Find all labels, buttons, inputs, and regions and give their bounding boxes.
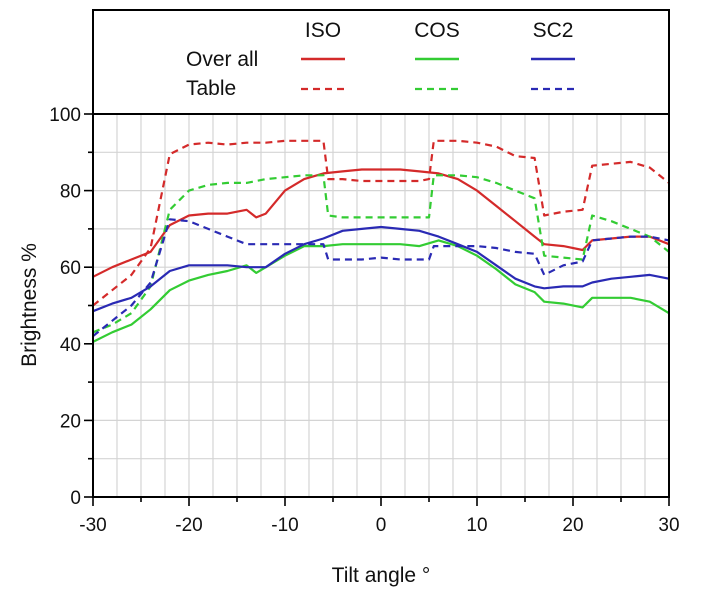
legend-header-sc2: SC2 — [533, 19, 574, 42]
series-line-sc2-overall — [92, 225, 670, 313]
y-tick-label: 0 — [70, 488, 81, 509]
series-line-iso-table — [92, 139, 670, 307]
y-tick-label: 100 — [49, 105, 81, 126]
x-tick-label: 20 — [562, 515, 583, 536]
series-line-sc2-table — [92, 218, 670, 337]
x-tick-label: 30 — [658, 515, 679, 536]
y-tick-label: 80 — [60, 182, 81, 203]
series-line-cos-table — [92, 174, 670, 334]
legend-header-cos: COS — [414, 19, 460, 42]
series-layer — [92, 139, 670, 343]
axes — [84, 9, 670, 506]
legend-header-iso: ISO — [305, 19, 341, 42]
legend: ISO COS SC2 Over all Table — [186, 19, 575, 100]
x-tick-label: -30 — [79, 515, 106, 536]
series-line-iso-overall — [92, 168, 670, 278]
x-axis-title: Tilt angle ° — [332, 564, 431, 587]
legend-swatches — [301, 57, 575, 91]
x-tick-label: 10 — [466, 515, 487, 536]
series-line-cos-overall — [92, 239, 670, 343]
x-tick-label: 0 — [376, 515, 387, 536]
legend-row-table: Table — [186, 77, 236, 100]
grid-lines — [93, 114, 669, 497]
y-tick-label: 60 — [60, 258, 81, 279]
y-tick-label: 20 — [60, 411, 81, 432]
x-tick-label: -20 — [175, 515, 202, 536]
tick-labels: -30 -20 -10 0 10 20 30 0 20 40 60 80 100 — [49, 105, 679, 536]
y-tick-label: 40 — [60, 335, 81, 356]
legend-row-overall: Over all — [186, 48, 258, 71]
y-axis-title: Brightness % — [18, 243, 41, 367]
x-tick-label: -10 — [271, 515, 298, 536]
